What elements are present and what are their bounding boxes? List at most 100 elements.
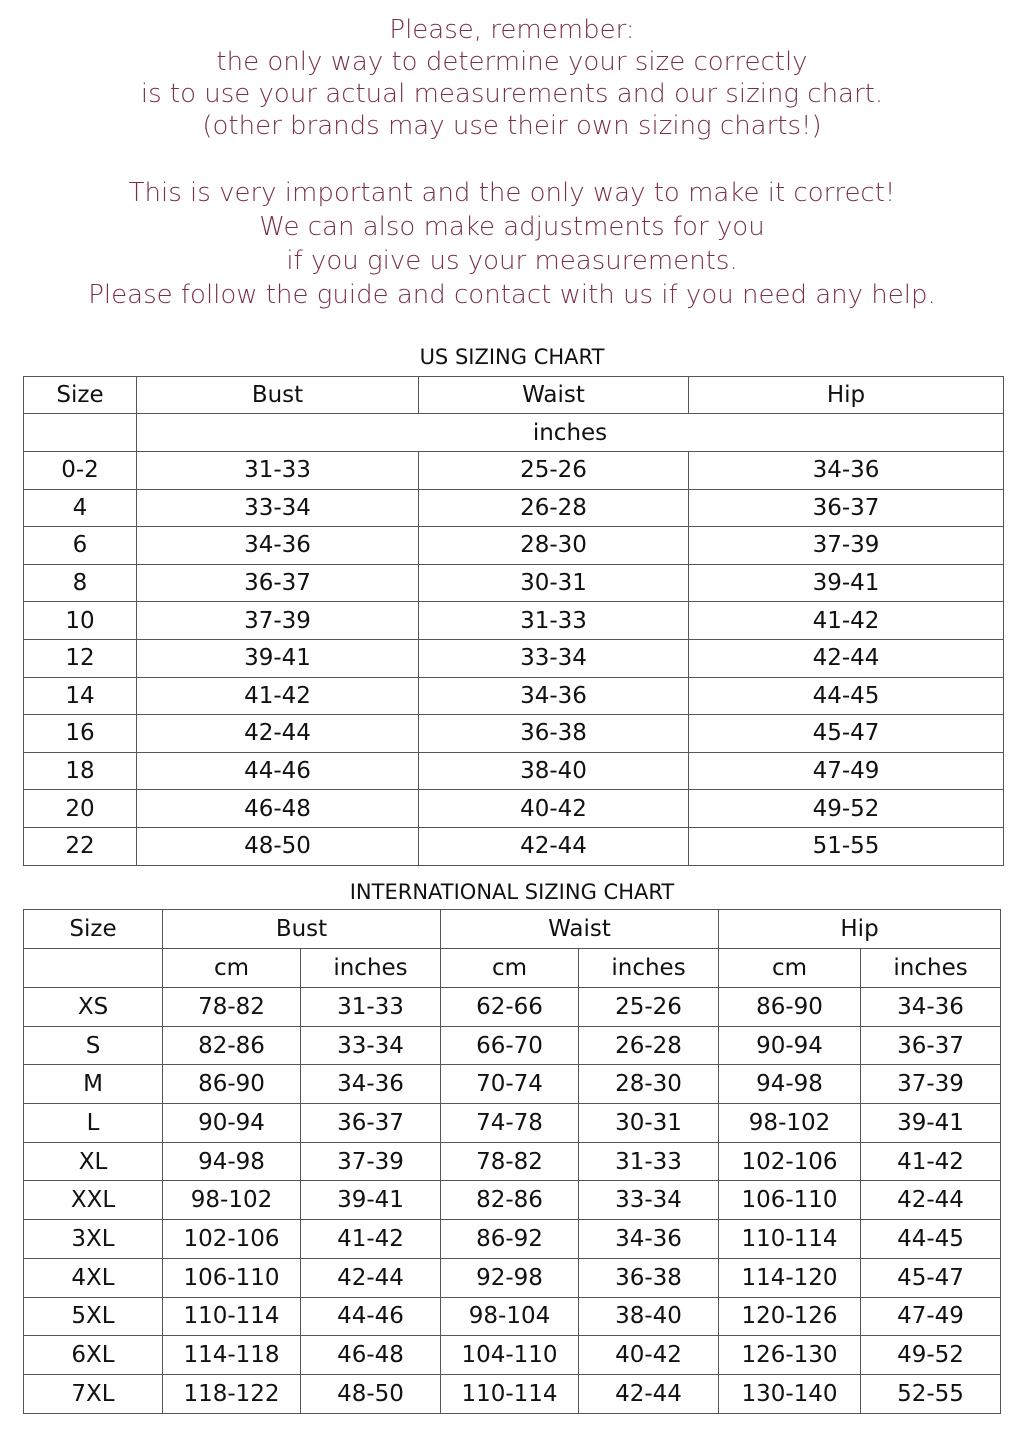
notice-line: We can also make adjustments for you (259, 212, 765, 242)
measure-cell: 39-41 (299, 1180, 442, 1221)
measure-cell: 90-94 (718, 1025, 862, 1066)
measure-cell: 34-36 (418, 676, 689, 716)
data-row: XXL 98-102 39-41 82-86 33-34 106-110 42-44 (23, 1180, 1002, 1221)
measure-cell: 34-36 (860, 987, 1002, 1027)
us-size-table: Size Bust Waist Hip inches 0-2 31-33 25-26 34-36… (23, 376, 1004, 866)
measure-cell: 37-39 (299, 1141, 442, 1182)
size-cell: 18 (23, 751, 137, 791)
measure-cell: 31-33 (418, 601, 689, 640)
measure-cell: 45-47 (860, 1257, 1002, 1298)
data-row: XL 94-98 37-39 78-82 31-33 102-106 41-42 (23, 1141, 1002, 1182)
measure-cell: 34-36 (688, 451, 1004, 490)
measure-cell: 41-42 (860, 1141, 1002, 1182)
size-cell: 4XL (23, 1257, 163, 1298)
header-cell: Waist (418, 376, 689, 414)
measure-cell: 94-98 (718, 1064, 862, 1105)
data-row: 4XL 106-110 42-44 92-98 36-38 114-120 45-47 (23, 1257, 1002, 1298)
data-row: 7XL 118-122 48-50 110-114 42-44 130-140 52-55 (23, 1373, 1002, 1414)
data-row: M 86-90 34-36 70-74 28-30 94-98 37-39 (23, 1064, 1002, 1105)
measure-cell: 126-130 (718, 1335, 862, 1375)
measure-cell: 30-31 (418, 563, 689, 603)
measure-cell: 110-114 (162, 1296, 301, 1337)
notice-block: Please, remember: the only way to determi… (0, 14, 1024, 142)
measure-cell: 118-122 (162, 1373, 301, 1414)
measure-cell: 110-114 (440, 1373, 580, 1414)
header-cell: Waist (440, 909, 720, 949)
measure-cell: 70-74 (440, 1064, 580, 1105)
notice-block: This is very important and the only way … (0, 176, 1024, 312)
data-row: 0-2 31-33 25-26 34-36 (23, 451, 1004, 490)
measure-cell: 47-49 (688, 751, 1004, 791)
size-cell: 12 (23, 638, 137, 678)
size-cell: XL (23, 1141, 163, 1182)
data-row: 4 33-34 26-28 36-37 (23, 488, 1004, 528)
measure-cell: 30-31 (578, 1103, 720, 1143)
measure-cell: 38-40 (578, 1296, 720, 1337)
unit-row: cm inches cm inches cm inches (23, 948, 1002, 988)
data-row: 14 41-42 34-36 44-45 (23, 676, 1004, 716)
unit-cell: cm (162, 948, 301, 988)
measure-cell: 82-86 (440, 1180, 580, 1221)
measure-cell: 39-41 (136, 638, 419, 678)
size-cell: 3XL (23, 1219, 163, 1259)
measure-cell: 33-34 (299, 1025, 442, 1066)
measure-cell: 94-98 (162, 1141, 301, 1182)
measure-cell: 37-39 (860, 1064, 1002, 1105)
measure-cell: 66-70 (440, 1025, 580, 1066)
data-row: 8 36-37 30-31 39-41 (23, 563, 1004, 603)
header-cell: Hip (688, 376, 1004, 414)
measure-cell: 26-28 (578, 1025, 720, 1066)
measure-cell: 28-30 (418, 526, 689, 565)
measure-cell: 36-38 (418, 714, 689, 753)
measure-cell: 49-52 (860, 1335, 1002, 1375)
measure-cell: 44-46 (299, 1296, 442, 1337)
measure-cell: 106-110 (718, 1180, 862, 1221)
empty-cell (23, 948, 163, 988)
empty-cell (23, 413, 137, 452)
size-cell: 20 (23, 789, 137, 828)
measure-cell: 39-41 (688, 563, 1004, 603)
size-cell: L (23, 1103, 163, 1143)
data-row: 18 44-46 38-40 47-49 (23, 751, 1004, 791)
unit-cell: inches (136, 413, 1004, 452)
header-cell: Size (23, 376, 137, 414)
measure-cell: 37-39 (688, 526, 1004, 565)
measure-cell: 33-34 (418, 638, 689, 678)
data-row: 5XL 110-114 44-46 98-104 38-40 120-126 47-49 (23, 1296, 1002, 1337)
size-cell: XXL (23, 1180, 163, 1221)
size-cell: 4 (23, 488, 137, 528)
measure-cell: 42-44 (299, 1257, 442, 1298)
measure-cell: 74-78 (440, 1103, 580, 1143)
measure-cell: 49-52 (688, 789, 1004, 828)
unit-cell: inches (299, 948, 442, 988)
header-row: Size Bust Waist Hip (23, 909, 1002, 949)
data-row: 22 48-50 42-44 51-55 (23, 826, 1004, 866)
measure-cell: 48-50 (299, 1373, 442, 1414)
measure-cell: 78-82 (440, 1141, 580, 1182)
size-cell: 14 (23, 676, 137, 716)
measure-cell: 114-118 (162, 1335, 301, 1375)
measure-cell: 31-33 (299, 987, 442, 1027)
measure-cell: 110-114 (718, 1219, 862, 1259)
notice-line: if you give us your measurements. (286, 246, 738, 276)
unit-cell: cm (718, 948, 862, 988)
data-row: 20 46-48 40-42 49-52 (23, 789, 1004, 828)
notice-line: is to use your actual measurements and o… (140, 79, 884, 109)
measure-cell: 28-30 (578, 1064, 720, 1105)
measure-cell: 102-106 (718, 1141, 862, 1182)
measure-cell: 42-44 (418, 826, 689, 866)
measure-cell: 114-120 (718, 1257, 862, 1298)
data-row: 16 42-44 36-38 45-47 (23, 714, 1004, 753)
data-row: 10 37-39 31-33 41-42 (23, 601, 1004, 640)
measure-cell: 44-45 (688, 676, 1004, 716)
measure-cell: 26-28 (418, 488, 689, 528)
chart-title: INTERNATIONAL SIZING CHART (349, 880, 675, 904)
measure-cell: 86-90 (162, 1064, 301, 1105)
size-cell: 6 (23, 526, 137, 565)
measure-cell: 44-46 (136, 751, 419, 791)
measure-cell: 46-48 (299, 1335, 442, 1375)
measure-cell: 41-42 (688, 601, 1004, 640)
measure-cell: 98-102 (162, 1180, 301, 1221)
measure-cell: 44-45 (860, 1219, 1002, 1259)
notice-line: This is very important and the only way … (128, 178, 896, 208)
